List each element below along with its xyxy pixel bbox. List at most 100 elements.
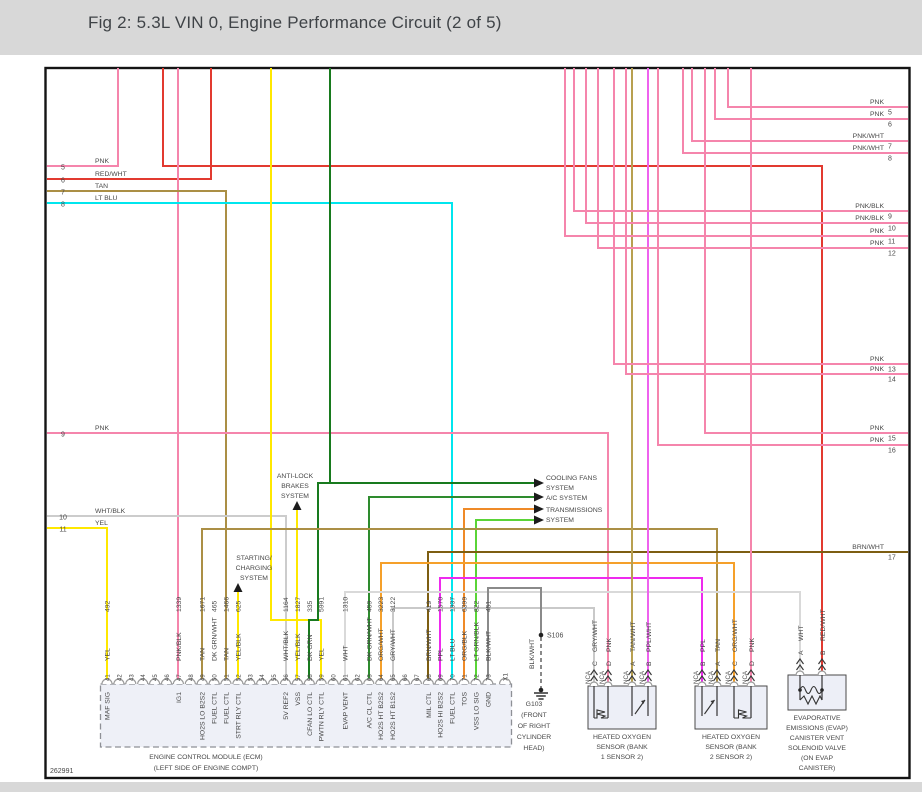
left-exit-number: 8 <box>61 202 65 209</box>
system-callout: SYSTEM <box>546 517 574 524</box>
ecm-pin-circuit-number: 3223 <box>378 597 385 612</box>
nca-label: NCA <box>639 670 646 684</box>
ecm-pin-scallop <box>184 678 196 685</box>
ho2s-bank2-sensor2-caption: SENSOR (BANK <box>705 744 757 751</box>
ecm-pin-number: 58 <box>308 674 314 681</box>
sensor-arrow-head-icon <box>641 700 645 704</box>
ecm-pin-scallop <box>101 678 113 685</box>
title-bar: Fig 2: 5.3L VIN 0, Engine Performance Ci… <box>0 0 922 55</box>
ecm-pin-scallop <box>327 678 339 685</box>
ecm-pin-scallop <box>256 678 268 685</box>
ecm-pin-circuit-number: 459 <box>366 600 373 612</box>
ecm-pin-number: 66 <box>403 674 409 681</box>
drawing-number: 262991 <box>50 768 73 775</box>
ho2s-bank2-sensor2-pin-letter: C <box>732 661 739 666</box>
ecm-pin-number: 73 <box>486 674 492 681</box>
ecm-pin-scallop <box>268 678 280 685</box>
ecm-pin-number: 63 <box>367 674 373 681</box>
connector-arrow-icon <box>713 668 721 676</box>
left-exit-wire-color: TAN <box>95 183 108 190</box>
ecm-pin-scallop <box>279 678 292 685</box>
ecm-pin-function: FUEL CTL <box>450 692 457 724</box>
system-up-arrow <box>292 501 302 510</box>
system-right-arrow <box>534 478 544 488</box>
ecm-pin-function: VSS LO SIG <box>473 692 480 730</box>
wire <box>625 68 908 375</box>
ecm-pin-wire-color: TAN <box>200 648 207 661</box>
ecm-caption: ENGINE CONTROL MODULE (ECM) <box>149 754 262 761</box>
nca-label: NCA <box>585 670 592 684</box>
ecm-pin-function: FUEL CTL <box>224 692 231 724</box>
wire <box>427 551 908 684</box>
wire <box>704 68 908 434</box>
connector-arrow-icon <box>590 674 598 682</box>
ho2s-bank1-sensor2-box <box>587 685 657 730</box>
ecm-pin-scallop <box>458 678 470 685</box>
wire <box>613 68 908 365</box>
ecm-pin-scallop <box>434 678 446 685</box>
nca-label: NCA <box>693 670 700 684</box>
ecm-pin-number: 72 <box>474 674 480 681</box>
ecm-pin-wire-color: GRY/WHT <box>390 629 397 661</box>
ecm-pin-function: HO2S HT B1S2 <box>390 692 397 740</box>
ecm-pin-scallop <box>244 678 256 685</box>
ecm-pin-circuit-number: 1164 <box>283 597 290 612</box>
right-exit-wire-color: PNK <box>870 366 884 373</box>
wire <box>682 68 908 154</box>
ecm-pin-circuit-number: 1466 <box>224 597 231 612</box>
evap-vent-solenoid-pin-scallop <box>795 670 805 676</box>
wire <box>47 68 119 167</box>
ground-caption: HEAD) <box>523 745 544 752</box>
right-exit-number: 5 <box>888 110 892 117</box>
ecm-pin-number: 46 <box>165 674 171 681</box>
wire <box>368 496 536 684</box>
nca-label: NCA <box>708 670 715 684</box>
ecm-pin-circuit-number: 451 <box>485 600 492 612</box>
ecm-pin-circuit-number: 1827 <box>295 597 302 612</box>
left-exit-number: 5 <box>61 165 65 172</box>
ecm-pin-circuit-number: 492 <box>105 600 112 612</box>
system-callout: ANTI-LOCK <box>277 473 314 480</box>
wire <box>47 527 108 684</box>
wire <box>47 432 609 686</box>
evap-vent-solenoid-caption: EVAPORATIVE <box>794 715 841 722</box>
right-exit-number: 16 <box>888 448 896 455</box>
connector-arrow-icon <box>747 674 755 682</box>
right-exit-number: 15 <box>888 436 896 443</box>
ecm-pin-scallop <box>208 678 220 685</box>
nca-label: NCA <box>742 670 749 684</box>
ecm-pin-number: 71 <box>463 674 469 681</box>
ecm-pin-wire-color: TAN <box>224 648 231 661</box>
connector-arrow-icon <box>604 674 612 682</box>
right-exit-number: 8 <box>888 156 892 163</box>
ecm-pin-scallop <box>363 678 375 685</box>
system-callout: SYSTEM <box>281 493 309 500</box>
evap-vent-solenoid-pin-scallop <box>817 670 827 676</box>
ecm-pin-scallop <box>232 678 244 685</box>
connector-arrow-icon <box>796 663 804 671</box>
ecm-pin-wire-color: DK GRN/WHT <box>212 617 219 661</box>
ecm-pin-scallop <box>422 678 434 685</box>
ecm-pin-function: MAF SIG <box>105 692 112 720</box>
ecm-pin-function: CFAN LO CTL <box>307 692 314 736</box>
ho2s-bank2-sensor2-pin-scallop <box>729 681 739 687</box>
ecm-pin-scallop <box>446 678 458 685</box>
evap-vent-solenoid-pin-letter: B <box>820 650 827 655</box>
ecm-pin-function: HO2S HT B2S2 <box>378 692 385 740</box>
ho2s-bank2-sensor2-pin-wire-color: PNK <box>749 638 756 652</box>
ground-caption: (FRONT <box>521 712 547 719</box>
ecm-pin-function: FUEL CTL <box>212 692 219 724</box>
ho2s-bank1-sensor2-caption: 1 SENSOR 2) <box>601 754 643 761</box>
ho2s-bank1-sensor2-pin-wire-color: PPL/WHT <box>646 622 653 652</box>
ecm-pin-scallop <box>220 678 232 685</box>
connector-arrow-icon <box>590 668 598 676</box>
left-exit-number: 9 <box>61 432 65 439</box>
wire <box>463 508 536 684</box>
ecm-pin-wire-color: YEL <box>105 648 112 661</box>
connector-arrow-icon <box>698 674 706 682</box>
right-exit-number: 11 <box>888 239 895 246</box>
ecm-pin-number: 65 <box>391 674 397 681</box>
ecm-box <box>99 683 513 748</box>
nca-label: NCA <box>725 670 732 684</box>
ecm-pin-scallop <box>291 678 303 685</box>
